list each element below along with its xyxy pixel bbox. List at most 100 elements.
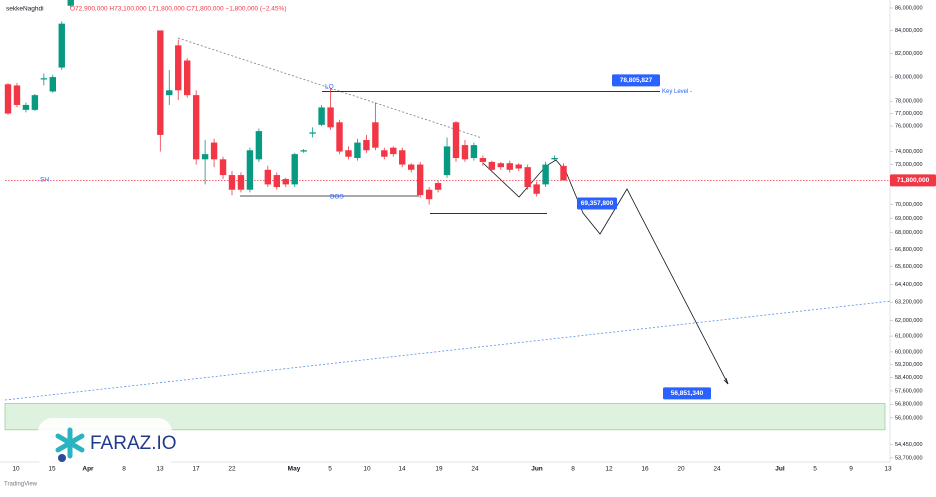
- x-tick-label: 22: [228, 466, 236, 473]
- y-tick-label: 69,000,000: [895, 216, 923, 222]
- platform: TradingView: [4, 482, 38, 488]
- lq-label: LQ: [325, 84, 334, 91]
- y-tick-label: 70,000,000: [895, 202, 923, 208]
- x-tick-label: May: [288, 466, 301, 473]
- candle-body: [40, 78, 48, 80]
- candle-body: [560, 165, 567, 181]
- trend-channel: [4, 300, 890, 401]
- candle-body: [354, 142, 361, 159]
- candle-body: [273, 175, 280, 188]
- y-tick-label: 66,800,000: [895, 247, 923, 253]
- x-tick-label: 13: [884, 466, 892, 473]
- candle-body: [327, 107, 334, 128]
- x-tick-label: 10: [363, 466, 371, 473]
- candle-body: [416, 164, 424, 196]
- y-tick-label: 64,400,000: [895, 282, 923, 288]
- candle-body: [13, 85, 21, 105]
- y-tick-label: 58,400,000: [895, 375, 923, 381]
- candle-body: [425, 189, 433, 200]
- y-tick-label: 86,000,000: [895, 5, 923, 11]
- candle-body: [219, 159, 227, 176]
- last-price-label: 71,800,000: [897, 177, 930, 184]
- candle-body: [390, 147, 397, 155]
- target-1-label: 69,357,800: [581, 200, 614, 207]
- y-tick-label: 84,000,000: [895, 28, 923, 34]
- candle-body: [291, 154, 298, 185]
- candle-body: [282, 179, 289, 185]
- y-tick-label: 73,000,000: [895, 162, 923, 168]
- x-tick-label: 14: [398, 466, 406, 473]
- candle-body: [452, 122, 460, 159]
- x-tick-label: 24: [471, 466, 479, 473]
- y-tick-label: 78,000,000: [895, 99, 923, 105]
- candle-body: [210, 142, 218, 160]
- candle-body: [22, 104, 30, 110]
- down-trendline: [177, 37, 483, 139]
- bos-label: BOS: [330, 194, 344, 201]
- candle-body: [461, 145, 469, 160]
- x-tick-label: 16: [641, 466, 649, 473]
- candle-body: [515, 164, 522, 169]
- candle-body: [551, 158, 558, 160]
- brand-logo: FARAZ.IO: [38, 418, 177, 470]
- candle-body: [300, 150, 307, 152]
- candle-body: [192, 95, 200, 160]
- y-tick-label: 63,200,000: [895, 300, 923, 306]
- y-tick-label: 77,000,000: [895, 111, 923, 117]
- y-tick-label: 82,000,000: [895, 51, 923, 57]
- x-tick-label: 5: [813, 466, 817, 473]
- demand-zone: [4, 403, 886, 431]
- candle-body: [345, 150, 352, 157]
- projection-arrow: [723, 377, 729, 385]
- y-tick-label: 76,000,000: [895, 124, 923, 130]
- candle-body: [201, 154, 209, 160]
- ohlc-header: O72,900,000 H73,100,000 L71,800,000 C71,…: [70, 6, 286, 13]
- key-level-label: 78,805,827: [620, 77, 653, 84]
- candle-body: [470, 145, 478, 159]
- x-tick-label: 9: [849, 466, 853, 473]
- candle-body: [497, 163, 504, 168]
- candles: [4, 0, 567, 205]
- symbol: sekkeNaghdi: [6, 6, 44, 13]
- target-2-label: 56,851,340: [671, 390, 704, 397]
- candle-body: [381, 150, 388, 157]
- candle-body: [363, 139, 370, 151]
- candle-body: [372, 122, 379, 148]
- y-tick-label: 57,600,000: [895, 388, 923, 394]
- x-tick-label: 8: [122, 466, 126, 473]
- candle-body: [228, 175, 236, 190]
- x-tick-label: 10: [12, 466, 20, 473]
- y-tick-label: 56,800,000: [895, 402, 923, 408]
- candle-body: [237, 175, 245, 190]
- candle-body: [49, 77, 56, 92]
- x-tick-label: 8: [571, 466, 575, 473]
- candle-body: [264, 169, 272, 185]
- y-tick-label: 56,000,000: [895, 415, 923, 421]
- candle-body: [488, 161, 496, 170]
- candle-body: [479, 158, 487, 162]
- candle-body: [318, 107, 325, 125]
- target-2-label-box: [663, 387, 711, 400]
- y-tick-label: 53,700,000: [895, 455, 923, 461]
- candle-body: [4, 84, 12, 114]
- x-tick-label: 5: [328, 466, 332, 473]
- y-tick-label: 65,600,000: [895, 264, 923, 270]
- candle-body: [533, 184, 540, 194]
- y-tick-label: 60,000,000: [895, 349, 923, 355]
- y-tick-label: 74,000,000: [895, 149, 923, 155]
- candle-body: [255, 131, 263, 160]
- candle-body: [309, 132, 316, 134]
- x-tick-label: 24: [713, 466, 721, 473]
- candle-body: [524, 167, 531, 188]
- drawings: [4, 37, 890, 431]
- candle-body: [67, 0, 74, 6]
- candle-body: [246, 150, 254, 190]
- y-tick-label: 59,200,000: [895, 362, 923, 368]
- candle-body: [336, 122, 343, 152]
- candle-body: [166, 90, 173, 96]
- key-level-label-box: [612, 74, 660, 87]
- x-tick-label: 12: [605, 466, 613, 473]
- x-tick-label: 20: [677, 466, 685, 473]
- candle-body: [542, 164, 549, 185]
